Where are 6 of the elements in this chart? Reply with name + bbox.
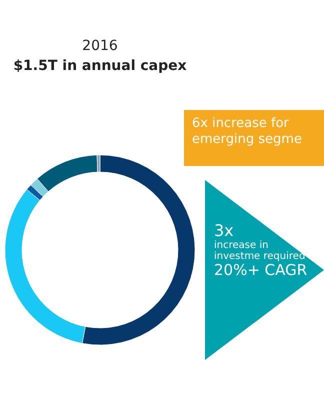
chart-subtitle: $1.5T in annual capex [12,58,188,74]
text: 3x [214,221,235,240]
chart-title: 2016 [81,38,119,54]
text: 20%+ CAGR [214,260,308,279]
text: 6x increase for emerging segme [184,110,324,166]
text: increase in investme required [214,240,306,262]
